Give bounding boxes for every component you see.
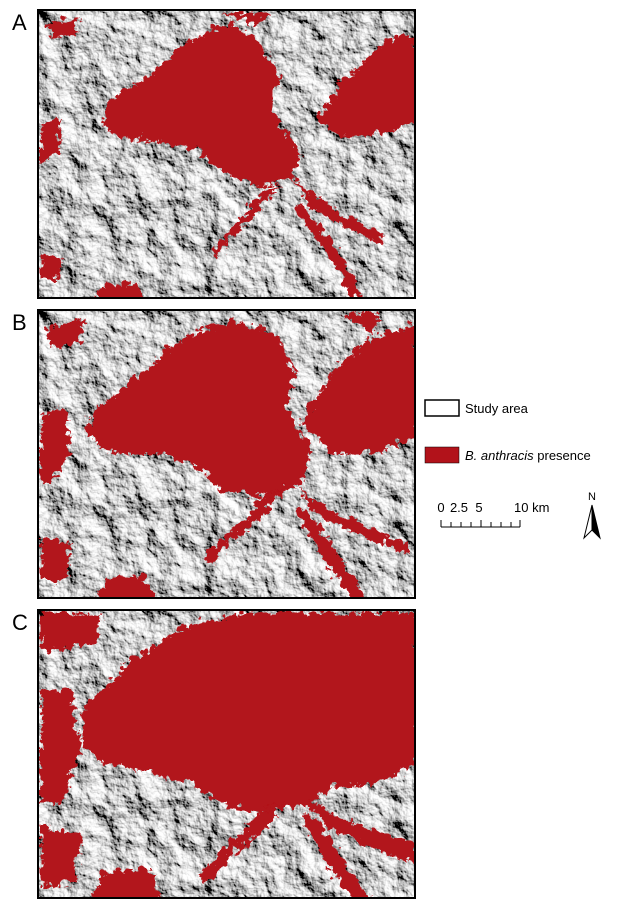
north-arrow: N: [583, 491, 601, 540]
legend-label-italic: B. anthracis: [465, 448, 534, 463]
panel-label: B: [12, 310, 27, 335]
legend-label: Study area: [465, 401, 529, 416]
legend-swatch: [424, 399, 460, 417]
panel-frame: [37, 9, 416, 299]
scale-ticks: [440, 520, 521, 528]
scale-label: 2.5: [450, 500, 468, 515]
map-panel: [37, 309, 416, 599]
scale-label: 5: [475, 500, 482, 515]
map-panel: [37, 9, 416, 299]
scale-bar: 0 2.5 5 10 km: [437, 500, 549, 528]
map-panel: [37, 609, 416, 899]
panel-frame: [37, 309, 416, 599]
scale-label: 0: [437, 500, 444, 515]
panel-label: A: [12, 10, 27, 35]
legend-label: B. anthracis presence: [465, 448, 591, 463]
scale-label: 10 km: [514, 500, 549, 515]
panel-frame: [37, 609, 416, 899]
legend-label-rest: presence: [534, 448, 591, 463]
presence-area: [38, 10, 415, 298]
panel-label: C: [12, 610, 28, 635]
legend-swatch: [424, 446, 460, 464]
presence-area: [38, 610, 415, 898]
presence-area: [38, 310, 415, 598]
north-label: N: [588, 491, 596, 503]
